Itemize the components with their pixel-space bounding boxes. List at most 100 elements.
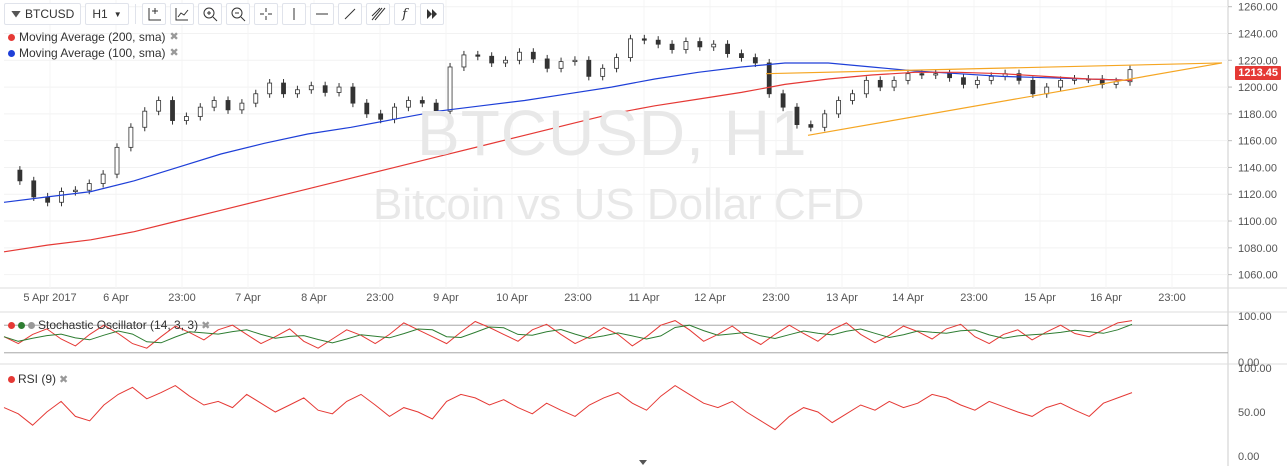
stoch-band-color-dot [28,321,35,329]
y-tick-label: 1140.00 [1238,162,1277,174]
candle-body [808,124,814,128]
candle-body [822,113,828,128]
close-icon[interactable]: ✖ [59,373,69,386]
x-tick-label: 12 Apr [694,292,726,304]
candle-body [600,67,606,77]
ma100-label: Moving Average (100, sma) [19,46,166,60]
candle-body [683,41,689,50]
candle-body [475,54,481,57]
legend-ma100[interactable]: Moving Average (100, sma) ✖ [8,45,179,61]
symbol-search-icon [11,10,21,18]
stochastic-legend[interactable]: Stochastic Oscillator (14, 3, 3) ✖ [8,318,210,332]
rsi-y-tick-label: 0.00 [1238,451,1259,463]
candle-body [447,66,453,112]
y-tick-label: 1200.00 [1238,82,1278,94]
candle-body [517,51,522,61]
trendline-upper [765,62,1223,75]
candle-body [128,126,134,148]
candle-body [905,73,911,81]
candle-body [350,86,356,104]
vertical-line-icon[interactable] [281,3,306,25]
x-tick-label: 6 Apr [103,292,129,304]
trend-line-icon[interactable] [337,3,362,25]
candle-body [711,43,717,48]
candle-body [1127,69,1133,83]
last-price-tag: 1213.45 [1235,66,1281,80]
stoch-d-line [3,323,1133,344]
x-tick-label: 23:00 [564,292,592,304]
stoch-y-tick-label: 0.00 [1238,357,1259,369]
cross-cursor-icon[interactable] [253,3,278,25]
rsi-legend[interactable]: RSI (9) ✖ [8,372,68,386]
function-icon[interactable]: f [393,3,416,25]
candle-body [336,86,342,93]
y-tick-label: 1060.00 [1238,270,1278,282]
candle-body [530,51,536,60]
rsi-color-dot [8,375,15,383]
stoch-y-tick-label: 100.00 [1238,311,1272,323]
stoch-d-color-dot [18,321,25,329]
toolbar-separator [134,4,136,24]
candle-body [419,100,425,104]
interval-selector[interactable]: H1 ▼ [85,3,129,25]
candle-body [655,39,661,45]
candle-body [780,93,786,108]
trendline-lower [807,62,1223,136]
candle-body [725,43,730,54]
candle-body [281,82,286,95]
y-tick-label: 1180.00 [1238,109,1277,121]
close-icon[interactable]: ✖ [169,47,179,59]
x-tick-label: 5 Apr 2017 [23,292,76,304]
x-tick-label: 23:00 [960,292,988,304]
candle-body [752,57,758,64]
top-toolbar: BTCUSD H1 ▼ f [0,0,444,28]
candle-body [614,57,619,69]
stochastic-label: Stochastic Oscillator (14, 3, 3) [38,318,199,332]
candle-body [267,82,273,95]
candle-body [72,189,78,192]
candle-body [378,113,384,120]
y-tick-label: 1120.00 [1238,189,1277,201]
candle-body [461,54,467,68]
scroll-marker-icon [639,460,647,465]
ma200-color-dot [8,33,15,41]
x-tick-label: 14 Apr [892,292,924,304]
close-icon[interactable]: ✖ [201,319,211,332]
pitchfork-icon[interactable] [365,3,390,25]
candle-body [697,41,703,48]
watermark-symbol: BTCUSD, H1 [417,97,808,169]
candle-body [253,93,259,104]
stoch-k-color-dot [8,321,15,329]
candle-body [1072,78,1077,81]
candle-body [1058,79,1064,88]
candle-body [628,38,633,59]
candle-body [100,173,106,184]
candle-body [558,61,564,69]
candle-body [544,58,550,69]
candle-body [933,73,939,76]
horizontal-line-icon[interactable] [309,3,334,25]
candle-body [406,100,411,108]
candle-body [641,38,647,41]
symbol-selector[interactable]: BTCUSD [4,3,82,25]
symbol-label: BTCUSD [25,7,75,21]
zoom-out-icon[interactable] [225,3,250,25]
zoom-in-icon[interactable] [197,3,222,25]
crosshair-plus-icon[interactable] [141,3,166,25]
close-icon[interactable]: ✖ [169,31,179,43]
candle-body [766,62,772,95]
fast-forward-icon[interactable] [419,3,444,25]
candle-body [86,183,92,191]
x-tick-label: 23:00 [366,292,394,304]
candle-body [239,102,245,111]
x-tick-label: 9 Apr [433,292,459,304]
y-tick-label: 1240.00 [1238,28,1278,40]
candle-body [183,116,189,121]
candle-body [59,191,64,203]
x-tick-label: 13 Apr [826,292,858,304]
compare-chart-icon[interactable] [169,3,194,25]
legend-ma200[interactable]: Moving Average (200, sma) ✖ [8,29,179,45]
candle-body [156,100,162,112]
candle-body [308,85,314,91]
